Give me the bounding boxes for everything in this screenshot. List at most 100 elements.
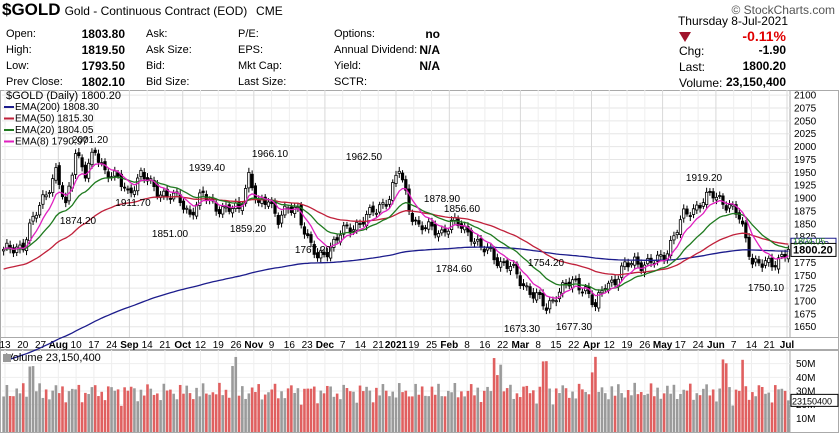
candle-body: [309, 234, 313, 243]
candle-body: [306, 233, 310, 237]
candle-body: [551, 299, 555, 302]
candle-body: [485, 247, 490, 251]
volume-bar: [430, 386, 434, 432]
x-tick-label: 14: [142, 340, 154, 351]
candle-body: [397, 170, 401, 174]
candle-body: [279, 214, 284, 224]
candle-body: [60, 185, 65, 198]
candle-body: [273, 201, 277, 214]
volume-bar: [332, 396, 336, 432]
volume-bar: [165, 390, 169, 432]
volume-bar: [407, 396, 411, 432]
change-percent: -0.11%: [742, 28, 786, 44]
volume-bar: [64, 402, 68, 432]
volume-bar: [286, 388, 290, 432]
volume-bar: [378, 395, 381, 432]
chg-label: Chg:: [679, 44, 705, 58]
volume-bar: [499, 364, 502, 432]
volume-bar: [744, 386, 748, 432]
candle-body: [90, 151, 94, 166]
volume-bar: [473, 395, 476, 432]
volume-bar: [551, 404, 555, 432]
x-tick-label: Apr: [583, 340, 600, 351]
candle-body: [544, 307, 549, 311]
volume-bar: [152, 394, 156, 432]
volume-bar: [224, 389, 228, 432]
y-tick-label: 1700: [794, 296, 817, 307]
x-tick-label: 7: [340, 340, 346, 351]
candle-body: [508, 266, 513, 272]
prev-close-value: 1802.10: [81, 75, 125, 89]
volume-bar: [630, 395, 633, 432]
candle-body: [28, 222, 32, 242]
candle-body: [763, 260, 768, 266]
candle-body: [776, 257, 781, 270]
volume-bar: [169, 389, 172, 432]
candle-body: [142, 172, 146, 180]
volume-bar: [401, 392, 404, 432]
y-tick-label: 2000: [794, 142, 817, 153]
volume-bar: [541, 361, 545, 432]
volume-bar: [319, 390, 323, 432]
volume-bar: [538, 386, 542, 432]
volume-bar: [649, 383, 653, 432]
candle-body: [626, 262, 630, 268]
candle-body: [319, 250, 323, 259]
y-tick-label: 1775: [794, 258, 817, 269]
volume-bar: [492, 358, 496, 432]
volume-bar: [21, 383, 25, 432]
legend-label: EMA(50) 1815.30: [15, 114, 94, 125]
volume-bar: [77, 384, 81, 432]
candle-body: [502, 261, 506, 264]
x-tick-label: 26: [639, 340, 651, 351]
quote-date: Thursday 8-Jul-2021: [677, 14, 788, 28]
price-annotation: 1939.40: [189, 163, 226, 174]
volume-bar: [38, 383, 41, 432]
candle-body: [427, 221, 431, 230]
candle-body: [754, 258, 758, 263]
candle-body: [64, 196, 68, 204]
candle-body: [106, 171, 110, 179]
volume-bar: [103, 400, 107, 432]
volume-bar: [659, 398, 663, 432]
x-tick-label: 7: [731, 340, 737, 351]
candle-body: [129, 187, 133, 194]
quote-header: $GOLD Gold - Continuous Contract (EOD) CM…: [0, 0, 839, 90]
candle-body: [518, 275, 522, 287]
candle-body: [247, 172, 251, 189]
candle-body: [270, 201, 274, 205]
volume-bar: [97, 396, 100, 432]
candle-body: [705, 191, 709, 205]
candle-body: [123, 186, 127, 189]
volume-bar: [70, 388, 74, 432]
y-tick-label: 1675: [794, 309, 817, 320]
candle-body: [381, 202, 385, 205]
x-tick-label: 14: [355, 340, 367, 351]
candle-body: [767, 257, 771, 263]
x-tick-label: May: [653, 340, 673, 351]
volume-bar: [296, 388, 300, 432]
volume-bar: [528, 393, 532, 432]
volume-bar: [57, 393, 61, 432]
volume-bar: [728, 387, 731, 432]
volume-bar: [381, 384, 385, 432]
volume-bar: [440, 396, 444, 432]
volume-bar: [182, 393, 185, 432]
volume-bar: [738, 390, 741, 432]
candle-body: [253, 185, 258, 200]
volume-bar: [496, 375, 499, 432]
candle-body: [443, 228, 447, 233]
options-label: Options:: [334, 28, 375, 40]
x-tick-label: Jun: [707, 340, 725, 351]
candle-body: [113, 170, 117, 177]
candle-body: [31, 215, 35, 222]
x-tick-label: 26: [230, 340, 242, 351]
candle-body: [786, 249, 790, 260]
candle-body: [423, 227, 428, 230]
volume-bar: [28, 366, 32, 432]
volume-bar: [643, 395, 646, 432]
candle-body: [417, 220, 421, 225]
volume-bar: [564, 388, 568, 432]
volume-bar: [113, 390, 117, 432]
volume-bar: [718, 388, 722, 432]
